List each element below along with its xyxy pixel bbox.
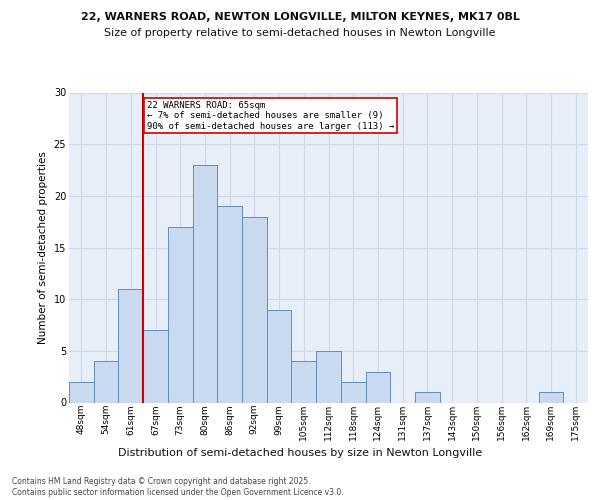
Bar — [143, 330, 168, 402]
Bar — [292, 361, 316, 403]
Text: Contains HM Land Registry data © Crown copyright and database right 2025.
Contai: Contains HM Land Registry data © Crown c… — [12, 478, 344, 497]
Bar — [316, 351, 341, 403]
Bar — [94, 361, 118, 403]
Text: Size of property relative to semi-detached houses in Newton Longville: Size of property relative to semi-detach… — [104, 28, 496, 38]
Y-axis label: Number of semi-detached properties: Number of semi-detached properties — [38, 151, 48, 344]
Bar — [168, 227, 193, 402]
Text: Distribution of semi-detached houses by size in Newton Longville: Distribution of semi-detached houses by … — [118, 448, 482, 458]
Bar — [341, 382, 365, 402]
Bar — [365, 372, 390, 402]
Text: 22, WARNERS ROAD, NEWTON LONGVILLE, MILTON KEYNES, MK17 0BL: 22, WARNERS ROAD, NEWTON LONGVILLE, MILT… — [80, 12, 520, 22]
Text: 22 WARNERS ROAD: 65sqm
← 7% of semi-detached houses are smaller (9)
90% of semi-: 22 WARNERS ROAD: 65sqm ← 7% of semi-deta… — [147, 101, 394, 130]
Bar — [267, 310, 292, 402]
Bar — [69, 382, 94, 402]
Bar — [242, 216, 267, 402]
Bar — [118, 289, 143, 403]
Bar — [193, 165, 217, 402]
Bar — [217, 206, 242, 402]
Bar — [539, 392, 563, 402]
Bar — [415, 392, 440, 402]
